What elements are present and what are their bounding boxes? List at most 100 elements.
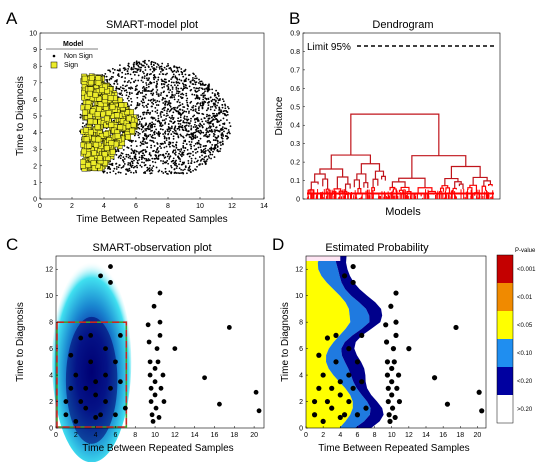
nonsign-point: [217, 150, 220, 153]
observation-point: [78, 335, 84, 341]
nonsign-point: [145, 127, 148, 130]
nonsign-point: [155, 149, 158, 151]
estimated-point: [393, 290, 399, 296]
nonsign-point: [162, 160, 165, 163]
nonsign-point: [184, 146, 187, 149]
nonsign-point: [227, 129, 230, 131]
nonsign-point: [202, 94, 205, 97]
nonsign-point: [199, 83, 202, 86]
nonsign-point: [216, 97, 219, 100]
nonsign-point: [126, 97, 129, 100]
nonsign-point: [172, 135, 175, 138]
nonsign-point: [152, 98, 155, 101]
nonsign-point: [190, 160, 193, 162]
nonsign-point: [136, 103, 139, 105]
nonsign-point: [210, 116, 213, 119]
nonsign-point: [183, 121, 186, 124]
nonsign-point: [127, 163, 130, 166]
sign-point: [105, 155, 111, 161]
nonsign-point: [162, 91, 165, 94]
nonsign-point: [113, 68, 116, 71]
nonsign-point: [201, 120, 204, 123]
nonsign-point: [220, 134, 223, 137]
nonsign-point: [214, 129, 217, 132]
observation-point: [149, 412, 155, 418]
nonsign-point: [158, 67, 161, 70]
nonsign-point: [156, 63, 159, 65]
panel-b: B Dendrogram Limit 95% 00.10.20.30.40.50…: [274, 9, 501, 218]
estimated-point: [431, 375, 438, 381]
nonsign-point: [194, 129, 197, 131]
nonsign-point: [205, 160, 208, 162]
nonsign-point: [198, 142, 200, 145]
nonsign-point: [145, 159, 148, 162]
nonsign-point: [181, 109, 184, 112]
dendrogram-link: [398, 177, 426, 188]
nonsign-point: [128, 91, 131, 94]
panel-b-ticks: 0 0.1 0.2 0.3 0.4 0.5 0.6 0.7 0.8 0.9: [290, 31, 305, 204]
nonsign-point: [147, 124, 150, 127]
nonsign-point: [159, 145, 161, 148]
estimated-point: [311, 412, 318, 418]
nonsign-point: [196, 141, 199, 144]
nonsign-point: [126, 168, 129, 171]
nonsign-point: [136, 84, 138, 87]
nonsign-point: [172, 159, 175, 162]
nonsign-point: [226, 137, 228, 140]
nonsign-point: [131, 158, 134, 160]
estimated-point: [341, 412, 348, 418]
nonsign-point: [177, 172, 180, 174]
nonsign-point: [145, 104, 148, 107]
observation-point: [157, 332, 163, 338]
nonsign-point: [221, 137, 224, 140]
nonsign-point: [190, 133, 193, 136]
nonsign-point: [199, 104, 202, 107]
nonsign-point: [154, 68, 157, 71]
nonsign-point: [177, 95, 180, 97]
nonsign-point: [143, 101, 146, 104]
nonsign-point: [172, 111, 175, 114]
nonsign-point: [167, 108, 170, 111]
nonsign-point: [154, 106, 157, 109]
nonsign-point: [153, 131, 155, 134]
dendrogram-link: [450, 165, 481, 179]
nonsign-point: [155, 128, 157, 131]
nonsign-point: [134, 153, 137, 156]
nonsign-point: [164, 170, 167, 173]
nonsign-point: [155, 91, 158, 93]
nonsign-point: [169, 142, 172, 145]
nonsign-point: [156, 158, 159, 160]
nonsign-point: [207, 85, 209, 88]
nonsign-point: [115, 86, 118, 88]
nonsign-point: [162, 142, 164, 145]
panel-d-xtick-label: 16: [439, 432, 447, 439]
nonsign-point: [182, 153, 185, 156]
estimated-point: [392, 414, 398, 421]
dendrogram-link: [444, 177, 459, 186]
estimated-point: [329, 385, 335, 391]
nonsign-point: [108, 163, 111, 166]
nonsign-point: [108, 78, 111, 81]
nonsign-point: [196, 117, 199, 119]
nonsign-point: [147, 103, 149, 106]
nonsign-point: [171, 93, 174, 96]
nonsign-point: [166, 72, 168, 75]
nonsign-point: [125, 153, 128, 156]
nonsign-point: [196, 102, 199, 105]
nonsign-point: [150, 135, 153, 138]
sign-point: [95, 79, 102, 86]
nonsign-point: [134, 88, 137, 90]
nonsign-point: [142, 98, 144, 100]
nonsign-point: [205, 120, 207, 123]
nonsign-point: [167, 103, 170, 105]
nonsign-point: [151, 140, 154, 142]
panel-c-points: [63, 264, 262, 424]
nonsign-point: [180, 134, 183, 137]
observation-point: [113, 359, 118, 365]
nonsign-point: [177, 127, 180, 130]
nonsign-point: [217, 112, 220, 115]
nonsign-point: [168, 143, 171, 146]
nonsign-point: [123, 80, 126, 83]
nonsign-point: [201, 82, 204, 85]
nonsign-point: [222, 117, 225, 120]
